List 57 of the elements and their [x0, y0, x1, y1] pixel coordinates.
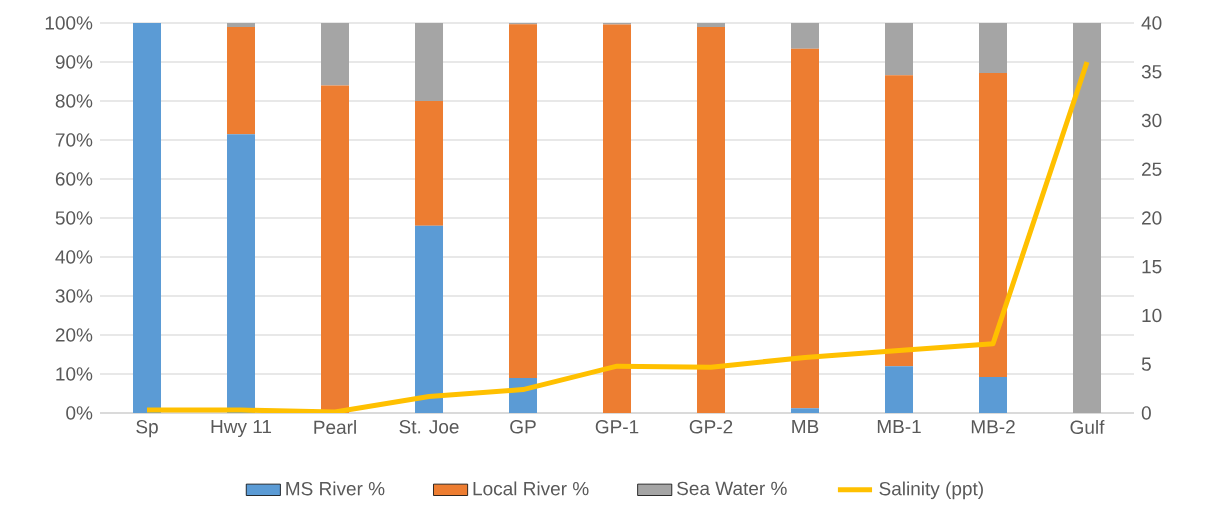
y-tick-label: 40% [55, 250, 93, 264]
x-tick-label: MB [792, 420, 819, 434]
x-tick-label: Hwy 11 [211, 420, 272, 438]
y2-tick-label: 40 [1141, 16, 1162, 30]
x-tick-label: GP-2 [689, 420, 733, 434]
bar [885, 22, 914, 76]
x-tick-label: MB-1 [877, 420, 921, 434]
y-tick-label: 10% [56, 367, 93, 381]
bar [979, 377, 1008, 413]
bar [885, 366, 914, 413]
x-tick-label: Gulf [1070, 420, 1105, 435]
y-tick-label: 90% [55, 55, 93, 69]
bar [791, 48, 819, 409]
bar [697, 22, 725, 27]
x-tick-label: GP [510, 420, 536, 434]
y2-tick-label: 15 [1142, 260, 1162, 274]
bar [227, 26, 255, 135]
bar [227, 22, 255, 27]
legend-label: Salinity (ppt) [879, 481, 983, 500]
y2-tick-label: 35 [1141, 65, 1162, 79]
bar [885, 75, 914, 367]
y-tick-label: 100% [45, 16, 93, 30]
bar [321, 85, 349, 413]
y-tick-label: 60% [55, 172, 93, 186]
y2-tick-label: 10 [1142, 308, 1162, 323]
x-tick-label: MB-2 [971, 420, 1015, 434]
legend-label: MS River % [286, 481, 385, 496]
y2-tick-label: 30 [1141, 113, 1162, 128]
bar [415, 100, 444, 226]
bar [415, 225, 444, 413]
bar [133, 22, 162, 413]
legend-label: Local River % [473, 481, 589, 496]
y2-tick-label: 0 [1141, 406, 1151, 420]
y-tick-label: 30% [55, 289, 93, 303]
bar [603, 24, 631, 413]
bar [979, 22, 1008, 73]
legend-label: Sea Water % [677, 481, 787, 496]
y-tick-label: 80% [55, 94, 93, 108]
bar [791, 22, 819, 49]
x-tick-label: St. Joe [399, 420, 459, 434]
bar [415, 22, 444, 101]
y-tick-label: 0% [66, 406, 93, 420]
bar [321, 22, 349, 86]
y-tick-label: 20% [55, 328, 93, 342]
bar [509, 24, 538, 378]
x-tick-label: GP-1 [595, 420, 639, 434]
y-tick-label: 50% [55, 211, 93, 225]
bar [697, 26, 725, 413]
y-tick-label: 70% [55, 133, 93, 147]
y2-tick-label: 25 [1142, 162, 1162, 176]
y2-tick-label: 20 [1142, 211, 1162, 225]
bar [979, 72, 1008, 378]
bar [1073, 22, 1101, 413]
bar [791, 408, 819, 413]
x-tick-label: Sp [136, 420, 158, 438]
y2-tick-label: 5 [1141, 357, 1151, 371]
x-tick-label: Pearl [314, 420, 356, 435]
